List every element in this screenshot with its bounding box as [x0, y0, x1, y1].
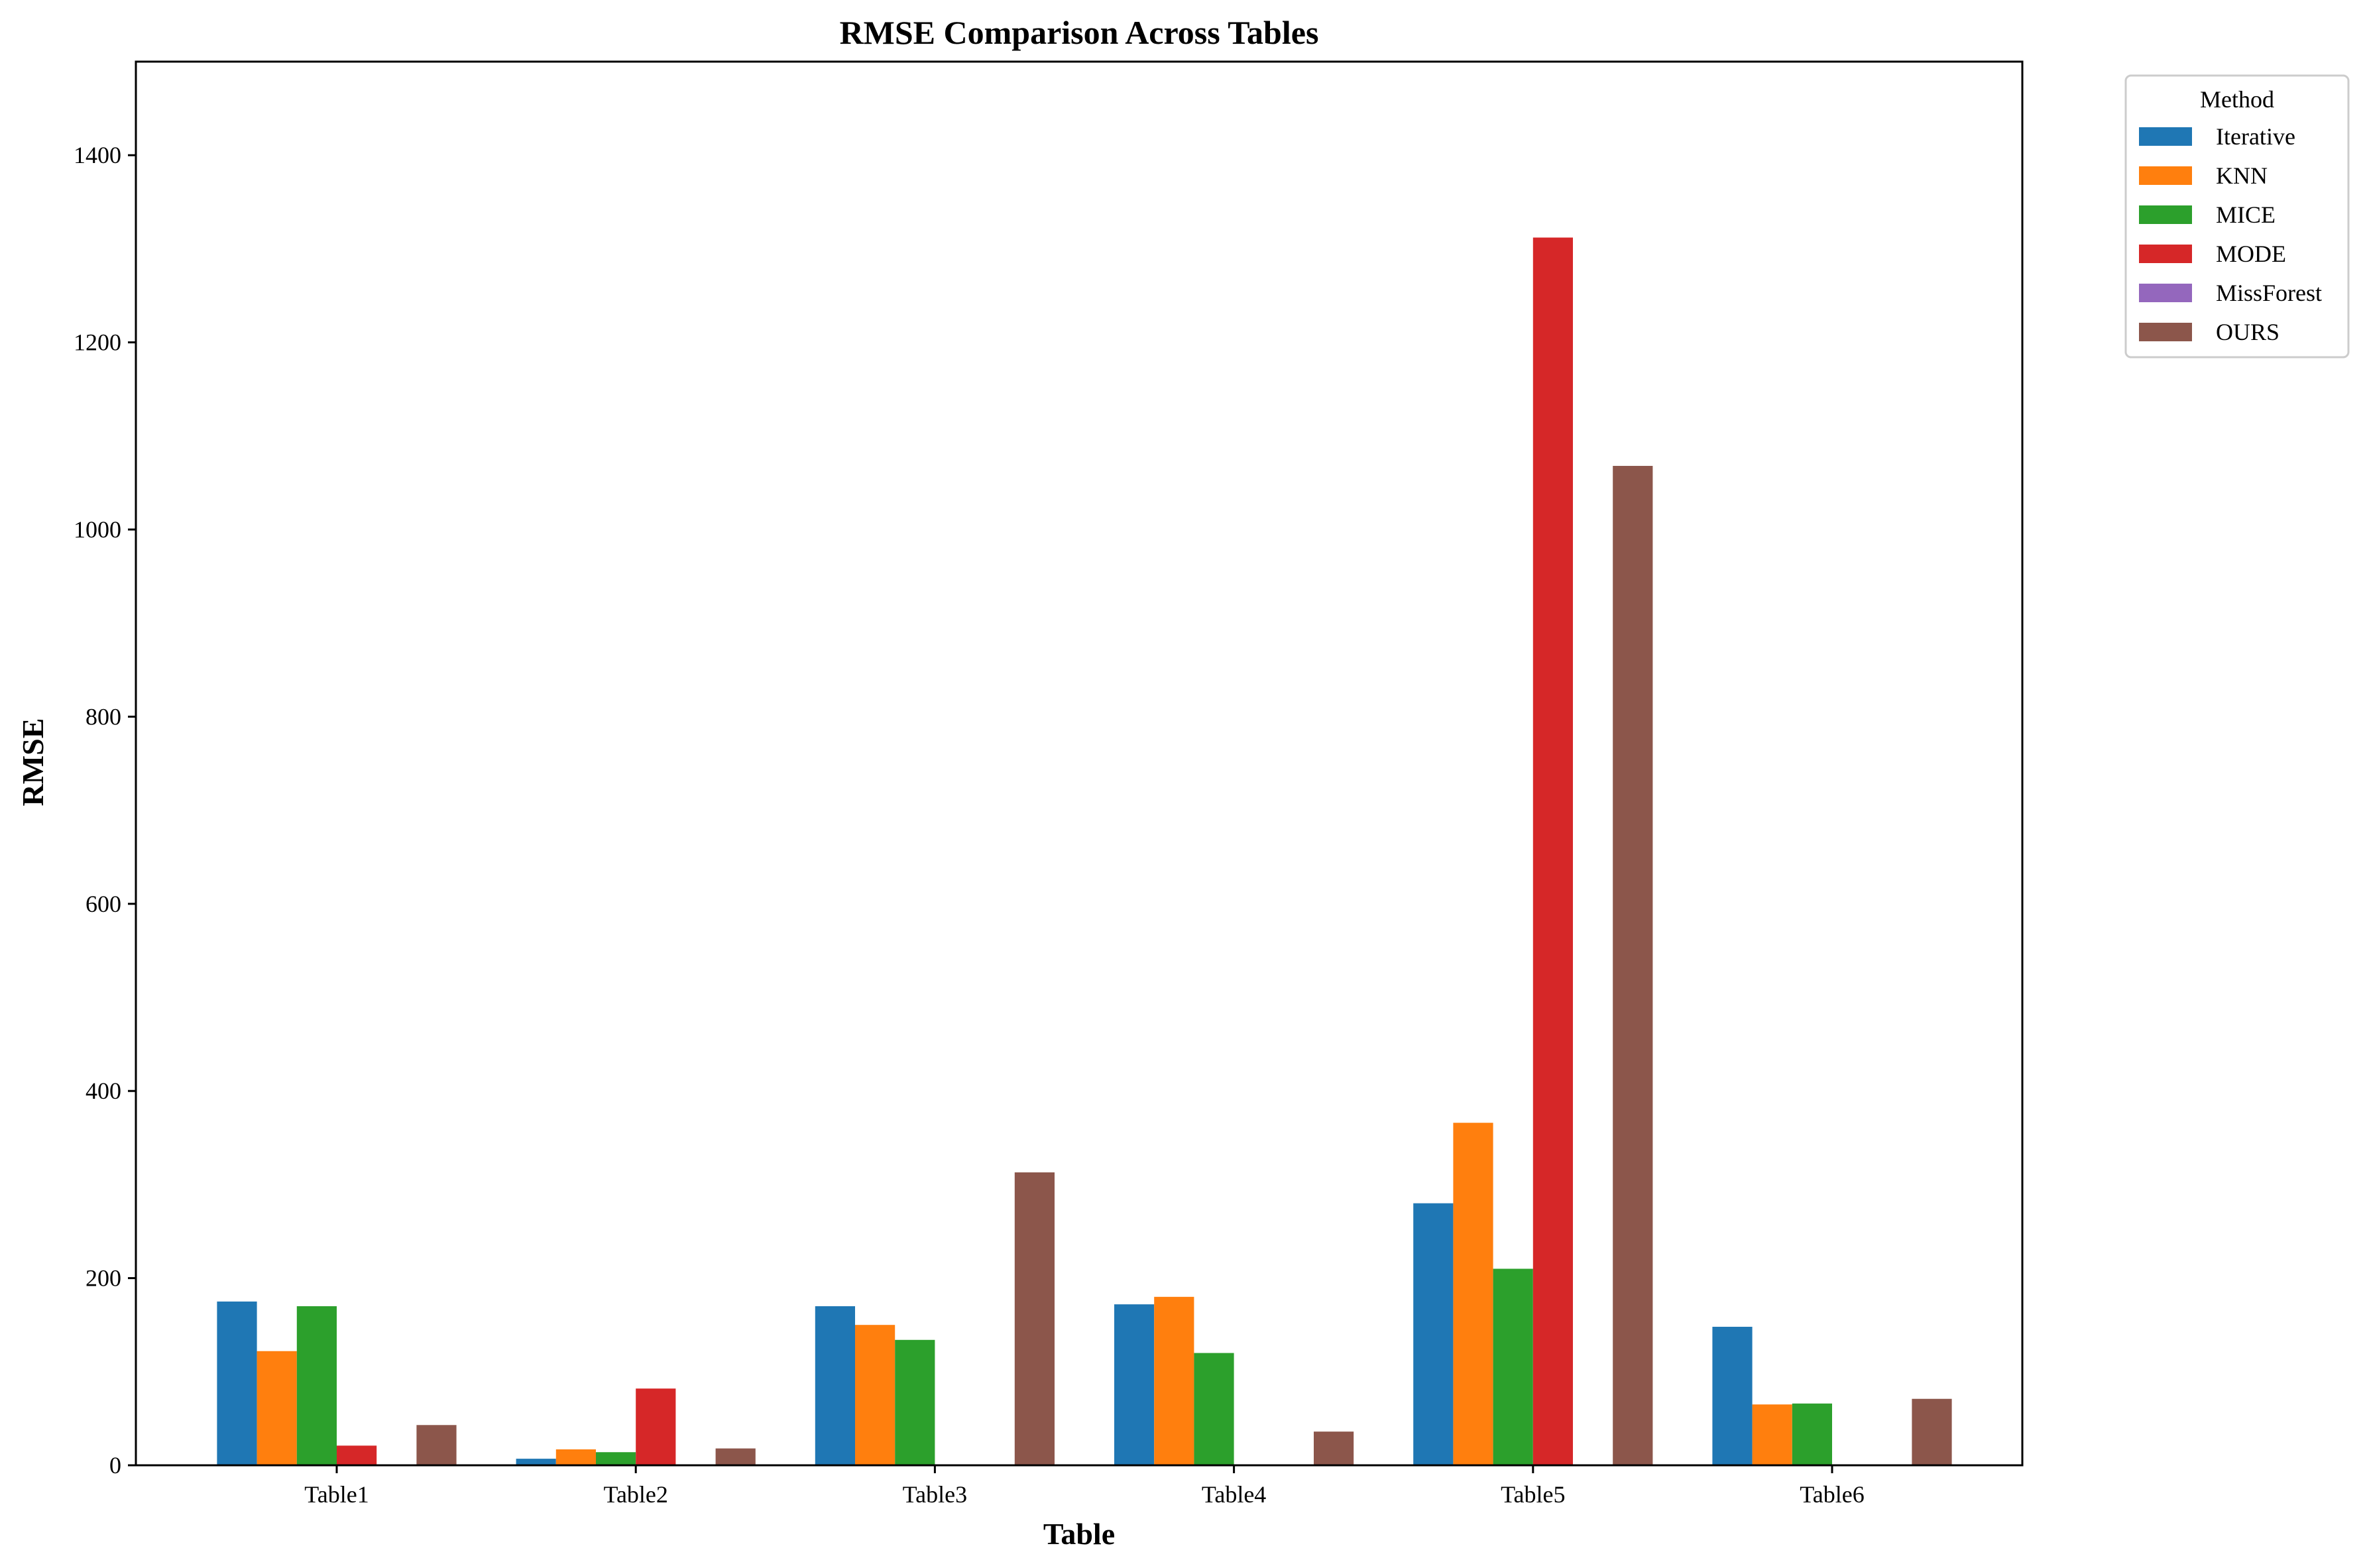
bar-mice-table6: [1792, 1403, 1832, 1465]
bar-mice-table1: [296, 1306, 337, 1465]
bar-mode-table5: [1532, 237, 1573, 1465]
bar-ours-table2: [715, 1448, 756, 1465]
bar-knn-table1: [257, 1351, 297, 1465]
bar-knn-table6: [1752, 1404, 1792, 1465]
bar-iterative-table2: [516, 1459, 556, 1465]
legend-title: Method: [2200, 86, 2274, 113]
bar-mice-table2: [596, 1452, 636, 1465]
y-tick-label: 0: [109, 1452, 121, 1479]
y-tick-label: 1200: [74, 329, 121, 356]
x-tick-label: Table2: [603, 1481, 667, 1508]
y-tick-label: 1000: [74, 516, 121, 543]
legend-label-mice: MICE: [2216, 201, 2276, 228]
bar-iterative-table5: [1413, 1203, 1454, 1465]
x-axis-ticks: Table1 Table2 Table3 Table4 Table5 Table6: [304, 1465, 1865, 1508]
bar-ours-table6: [1912, 1398, 1952, 1465]
y-axis-label: RMSE: [16, 718, 50, 807]
bar-iterative-table6: [1712, 1327, 1753, 1465]
legend-swatch-ours: [2139, 323, 2192, 341]
x-tick-label: Table4: [1202, 1481, 1266, 1508]
bar-iterative-table3: [815, 1306, 855, 1465]
legend-swatch-knn: [2139, 166, 2192, 185]
legend: Method Iterative KNN MICE MODE MissForest OUR…: [2124, 74, 2350, 359]
x-tick-label: Table6: [1800, 1481, 1864, 1508]
bar-mice-table4: [1194, 1353, 1234, 1465]
bar-knn-table2: [555, 1449, 596, 1465]
bar-iterative-table4: [1114, 1304, 1155, 1465]
x-axis-label: Table: [1043, 1517, 1115, 1551]
bar-ours-table3: [1014, 1172, 1055, 1465]
legend-items: Iterative KNN MICE MODE MissForest OURS: [2139, 123, 2322, 345]
legend-label-ours: OURS: [2216, 319, 2280, 345]
bar-mode-table2: [636, 1388, 676, 1465]
x-tick-label: Table1: [304, 1481, 369, 1508]
bar-mode-table1: [337, 1445, 377, 1465]
bars-group: [217, 237, 1952, 1465]
y-tick-label: 400: [86, 1078, 121, 1104]
bar-mice-table3: [895, 1339, 935, 1465]
legend-label-missforest: MissForest: [2216, 280, 2322, 306]
bar-ours-table4: [1314, 1431, 1354, 1465]
x-tick-label: Table3: [903, 1481, 967, 1508]
legend-swatch-missforest: [2139, 284, 2192, 302]
bar-knn-table5: [1453, 1123, 1493, 1465]
bar-knn-table3: [855, 1325, 895, 1465]
plot-frame: [135, 60, 2024, 1467]
y-tick-label: 200: [86, 1265, 121, 1292]
chart-title: RMSE Comparison Across Tables: [840, 14, 1319, 51]
bar-mice-table5: [1493, 1268, 1533, 1465]
y-axis-ticks: 0 200 400 600 800 1000 1200 1400: [74, 142, 136, 1479]
y-tick-label: 600: [86, 891, 121, 917]
legend-label-knn: KNN: [2216, 162, 2268, 189]
bar-knn-table4: [1154, 1296, 1194, 1465]
legend-swatch-mice: [2139, 205, 2192, 224]
y-tick-label: 1400: [74, 142, 121, 168]
bar-iterative-table1: [217, 1301, 257, 1465]
bar-ours-table5: [1613, 465, 1653, 1465]
legend-label-iterative: Iterative: [2216, 123, 2295, 150]
y-tick-label: 800: [86, 703, 121, 730]
x-tick-label: Table5: [1501, 1481, 1565, 1508]
legend-label-mode: MODE: [2216, 241, 2286, 267]
bar-ours-table1: [416, 1425, 457, 1465]
legend-swatch-mode: [2139, 245, 2192, 263]
legend-swatch-iterative: [2139, 127, 2192, 146]
